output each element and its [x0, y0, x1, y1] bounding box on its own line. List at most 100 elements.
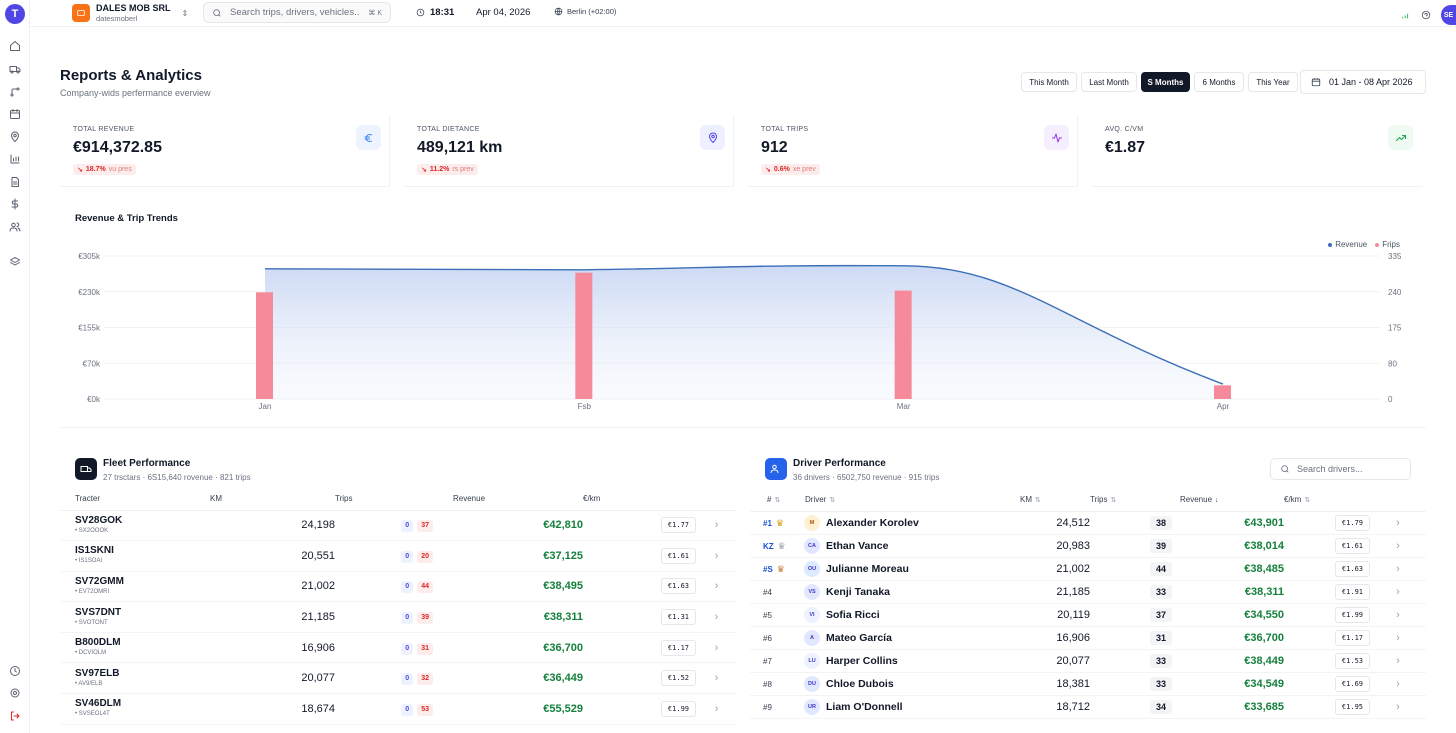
rank-cell: #9	[750, 695, 788, 719]
sort-icon[interactable]: ⇅	[774, 497, 781, 505]
layers-icon[interactable]	[8, 255, 22, 269]
period-3-months[interactable]: S Months	[1141, 72, 1190, 92]
calendar-icon[interactable]	[8, 107, 22, 121]
legend-trips[interactable]: Frips	[1375, 240, 1400, 249]
document-icon[interactable]	[8, 175, 22, 189]
chevron-right-icon[interactable]: ›	[696, 632, 737, 664]
tractor-plate: • SVSEOL4T	[75, 711, 110, 718]
kpi-trend: ↘ 0.6% xe prev	[761, 164, 820, 175]
chevron-right-icon[interactable]: ›	[1370, 511, 1426, 535]
trend-down-arrow: ↘	[77, 166, 83, 174]
dollar-icon[interactable]	[8, 197, 22, 211]
col-km[interactable]: KM ⇅	[1020, 489, 1090, 512]
map-pin-icon[interactable]	[8, 130, 22, 144]
logout-icon[interactable]	[8, 709, 22, 723]
chevron-right-icon[interactable]: ›	[1370, 672, 1426, 696]
chevron-right-icon[interactable]: ›	[696, 510, 737, 542]
kpi-value: €914,372.85	[73, 139, 162, 156]
company-switcher[interactable]: DALES MOB SRL datesmoberl ⇕	[72, 3, 188, 23]
driver-name: Alexander Korolev	[826, 516, 919, 529]
home-icon[interactable]	[8, 39, 22, 53]
globe-icon	[554, 7, 563, 16]
legend-revenue[interactable]: Revenue	[1328, 240, 1367, 249]
col-trips[interactable]: Trips	[335, 488, 453, 511]
users-icon[interactable]	[8, 220, 22, 234]
signal-icon[interactable]	[1401, 10, 1411, 20]
col-tractor[interactable]: Tracter	[60, 488, 210, 511]
user-avatar[interactable]: SE	[1441, 5, 1456, 25]
period-6-months[interactable]: 6 Months	[1194, 72, 1244, 92]
sort-icon[interactable]: ⇅	[1110, 497, 1117, 505]
table-row[interactable]: B800DLM • DCVIOLM 16,906 0 31 €36,700 €1.17 ›	[60, 632, 737, 664]
col-revenue[interactable]: Revenue	[453, 488, 583, 511]
col-eur-km[interactable]: €/km	[583, 488, 696, 511]
chevron-right-icon[interactable]: ›	[696, 693, 737, 725]
trend-down-arrow: ↘	[421, 166, 427, 174]
sort-icon[interactable]: ⇅	[829, 497, 836, 505]
sort-desc-icon[interactable]: ↓	[1215, 497, 1219, 505]
table-row[interactable]: #4 VS Kenji Tanaka 21,185 33 €38,311 €1.91 ›	[750, 580, 1426, 604]
table-row[interactable]: SV28GOK • SX2OOOK 24,198 0 37 €42,810 €1.77 ›	[60, 510, 737, 542]
chevron-right-icon[interactable]: ›	[696, 662, 737, 695]
period-this-month[interactable]: This Month	[1021, 72, 1077, 92]
chevron-right-icon[interactable]: ›	[696, 571, 737, 603]
chevron-updown-icon[interactable]: ⇕	[181, 8, 189, 18]
truck-icon[interactable]	[8, 62, 22, 76]
trips-bar[interactable]	[575, 272, 593, 399]
chevron-right-icon[interactable]: ›	[1370, 603, 1426, 627]
table-row[interactable]: IS1SKNI • IS1SOAI 20,551 0 20 €37,125 €1.61 ›	[60, 540, 737, 572]
driver-name: Julianne Moreau	[826, 562, 909, 575]
table-row[interactable]: SV97ELB • AV9/ELB 20,077 0 32 €36,449 €1.52 ›	[60, 662, 737, 695]
table-row[interactable]: #5 VI Sofia Ricci 20,119 37 €34,550 €1.99 ›	[750, 603, 1426, 627]
col-trips[interactable]: Trips ⇅	[1090, 489, 1180, 512]
timezone[interactable]: Berlin (+02:00)	[554, 7, 616, 16]
table-row[interactable]: SV46DLM • SVSEOL4T 18,674 0 53 €55,529 €1.99 ›	[60, 693, 737, 725]
col-rank[interactable]: # ⇅	[750, 489, 788, 512]
table-row[interactable]: #9 UR Liam O'Donnell 18,712 34 €33,685 €1.95 ›	[750, 695, 1426, 719]
page-subtitle: Company-wids perfermance everview	[60, 88, 211, 98]
table-row[interactable]: #6 A Mateo García 16,906 31 €36,700 €1.17 ›	[750, 626, 1426, 650]
route-icon[interactable]	[8, 85, 22, 99]
col-driver[interactable]: Driver ⇅	[788, 489, 1020, 512]
chevron-right-icon[interactable]: ›	[696, 601, 737, 633]
km-cell: 20,077	[1020, 649, 1090, 673]
table-row[interactable]: #7 LU Harper Collins 20,077 33 €38,449 €1.53 ›	[750, 649, 1426, 673]
help-icon[interactable]	[1421, 10, 1431, 20]
table-row[interactable]: KZ ♛ CA Ethan Vance 20,983 39 €38,014 €1.61 ›	[750, 534, 1426, 558]
chevron-right-icon[interactable]: ›	[1370, 649, 1426, 673]
y-left-tick: €155k	[78, 324, 101, 333]
chevron-right-icon[interactable]: ›	[1370, 580, 1426, 604]
table-row[interactable]: SV72GMM • EV72OMRI 21,002 0 44 €38,495 €1.63 ›	[60, 571, 737, 603]
revenue-cell: €38,311	[1180, 580, 1284, 604]
table-row[interactable]: #8 DU Chloe Dubois 18,381 33 €34,549 €1.69 ›	[750, 672, 1426, 696]
kpi-label: TOTAL TRIPS	[761, 126, 809, 133]
revenue-cell: €42,810	[453, 510, 583, 542]
sort-icon[interactable]: ⇅	[1304, 497, 1311, 505]
period-last-month[interactable]: Last Month	[1081, 72, 1137, 92]
table-row[interactable]: #S ♛ OU Julianne Moreau 21,002 44 €38,485 €1.63…	[750, 557, 1426, 581]
trips-bar[interactable]	[256, 292, 273, 399]
chevron-right-icon[interactable]: ›	[1370, 626, 1426, 650]
table-row[interactable]: SVS7DNT • SVOTONT 21,185 0 39 €38,311 €1.31 ›	[60, 601, 737, 633]
table-row[interactable]: #1 ♛ M Alexander Korolev 24,512 38 €43,901 €1.7…	[750, 511, 1426, 535]
chevron-right-icon[interactable]: ›	[1370, 695, 1426, 719]
trips-bar[interactable]	[1214, 385, 1231, 399]
period-this-year[interactable]: This Year	[1248, 72, 1298, 92]
driver-search-input[interactable]: Search drivers...	[1270, 458, 1411, 480]
col-km[interactable]: KM	[210, 488, 335, 511]
chevron-right-icon[interactable]: ›	[696, 540, 737, 572]
history-icon[interactable]	[8, 664, 22, 678]
bar-chart-icon[interactable]	[8, 152, 22, 166]
col-revenue[interactable]: Revenue ↓	[1180, 489, 1284, 512]
kpi-avg-cost-per-km: AVQ. C/VM €1.87	[1092, 115, 1422, 187]
settings-icon[interactable]	[8, 686, 22, 700]
col-eur-km[interactable]: €/km ⇅	[1284, 489, 1370, 512]
tractor-name: SV72GMM	[75, 575, 124, 587]
chevron-right-icon[interactable]: ›	[1370, 534, 1426, 558]
chevron-right-icon[interactable]: ›	[1370, 557, 1426, 581]
global-search-input[interactable]: Search trips, drivers, vehicles... ⌘ K	[203, 2, 391, 23]
date-range-picker[interactable]: 01 Jan - 08 Apr 2026	[1300, 70, 1426, 94]
sort-icon[interactable]: ⇅	[1035, 497, 1041, 505]
trips-bar[interactable]	[894, 290, 912, 399]
app-logo[interactable]: T	[5, 4, 25, 24]
